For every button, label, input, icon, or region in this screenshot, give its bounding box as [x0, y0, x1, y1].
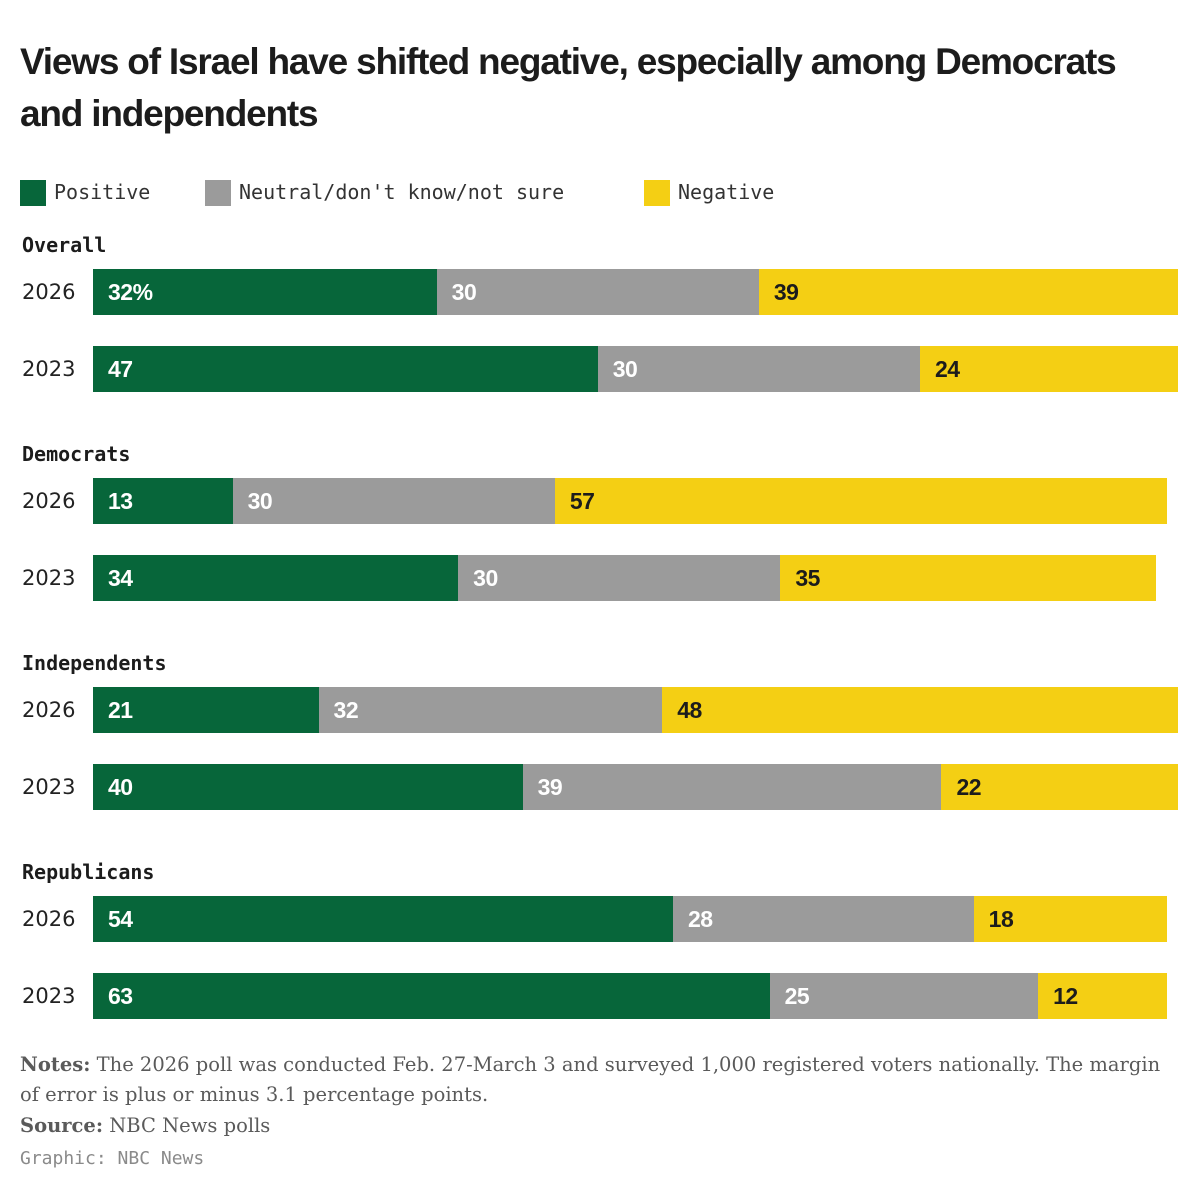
legend-label-neutral: Neutral/don't know/not sure: [239, 180, 565, 204]
bar-segment-positive: 32%: [93, 269, 437, 315]
data-label-neutral: 30: [247, 488, 273, 514]
year-label-democrats-2026: 2026: [22, 489, 76, 513]
data-label-negative: 57: [569, 488, 595, 514]
year-label-democrats-2023: 2023: [22, 566, 76, 590]
group-label-overall: Overall: [22, 233, 107, 257]
bar-segment-positive: 13: [93, 478, 233, 524]
data-label-neutral: 28: [687, 906, 713, 932]
legend-swatch-negative: [644, 180, 670, 206]
data-label-positive: 40: [108, 774, 133, 800]
bar-segment-neutral: 28: [672, 896, 974, 942]
bar-segment-positive: 54: [93, 896, 673, 942]
bar-segment-neutral: 25: [769, 973, 1039, 1019]
chart-title: Views of Israel have shifted negative, e…: [20, 41, 1117, 134]
legend-swatch-positive: [20, 180, 46, 206]
data-label-positive: 63: [108, 983, 133, 1009]
data-label-positive: 54: [108, 906, 133, 932]
data-label-negative: 35: [795, 565, 820, 591]
graphic-credit: Graphic: NBC News: [20, 1148, 205, 1169]
group-label-democrats: Democrats: [22, 442, 131, 466]
group-label-republicans: Republicans: [22, 860, 155, 884]
data-label-neutral: 30: [612, 356, 638, 382]
group-label-independents: Independents: [22, 651, 167, 675]
data-label-negative: 24: [934, 356, 960, 382]
bar-segment-negative: 12: [1038, 973, 1167, 1019]
year-label-republicans-2023: 2023: [22, 984, 76, 1008]
bar-segment-negative: 18: [973, 896, 1167, 942]
bar-segment-neutral: 30: [232, 478, 555, 524]
bar-segment-positive: 47: [93, 346, 598, 392]
bar-segment-positive: 21: [93, 687, 319, 733]
bar-segment-positive: 63: [93, 973, 770, 1019]
data-label-positive: 32%: [108, 279, 153, 305]
data-label-negative: 18: [988, 906, 1014, 932]
year-label-overall-2026: 2026: [22, 280, 76, 304]
bar-segment-negative: 24: [919, 346, 1178, 392]
bar-segment-neutral: 30: [597, 346, 920, 392]
source: Source: NBC News polls: [20, 1111, 270, 1141]
bar-segment-positive: 34: [93, 555, 459, 601]
data-label-neutral: 39: [537, 774, 563, 800]
bar-segment-negative: 57: [554, 478, 1167, 524]
data-label-neutral: 32: [333, 697, 359, 723]
year-label-republicans-2026: 2026: [22, 907, 76, 931]
data-label-negative: 22: [956, 774, 982, 800]
legend-label-positive: Positive: [54, 180, 151, 204]
notes-label: Notes:: [20, 1053, 91, 1076]
data-label-neutral: 25: [784, 983, 810, 1009]
data-label-negative: 48: [677, 697, 702, 723]
bar-segment-negative: 22: [941, 764, 1178, 810]
bar-segment-neutral: 30: [458, 555, 781, 601]
bar-segment-negative: 39: [758, 269, 1178, 315]
data-label-negative: 12: [1053, 983, 1078, 1009]
year-label-independents-2023: 2023: [22, 775, 76, 799]
data-label-neutral: 30: [473, 565, 498, 591]
data-label-neutral: 30: [451, 279, 477, 305]
legend-swatch-neutral: [205, 180, 231, 206]
data-label-positive: 47: [108, 356, 133, 382]
data-label-positive: 13: [108, 488, 133, 514]
source-text: NBC News polls: [109, 1114, 271, 1137]
bar-segment-negative: 48: [662, 687, 1178, 733]
data-label-positive: 21: [108, 697, 133, 723]
bar-segment-neutral: 32: [318, 687, 663, 733]
bar-segment-negative: 35: [780, 555, 1157, 601]
source-label: Source:: [20, 1114, 104, 1137]
bar-segment-neutral: 30: [436, 269, 759, 315]
data-label-positive: 34: [108, 565, 133, 591]
year-label-independents-2026: 2026: [22, 698, 76, 722]
bar-segment-positive: 40: [93, 764, 523, 810]
bar-segment-neutral: 39: [522, 764, 942, 810]
data-label-negative: 39: [773, 279, 799, 305]
legend-label-negative: Negative: [678, 180, 775, 204]
notes: Notes: The 2026 poll was conducted Feb. …: [20, 1050, 1180, 1110]
year-label-overall-2023: 2023: [22, 357, 76, 381]
notes-text: The 2026 poll was conducted Feb. 27-Marc…: [20, 1053, 1161, 1106]
